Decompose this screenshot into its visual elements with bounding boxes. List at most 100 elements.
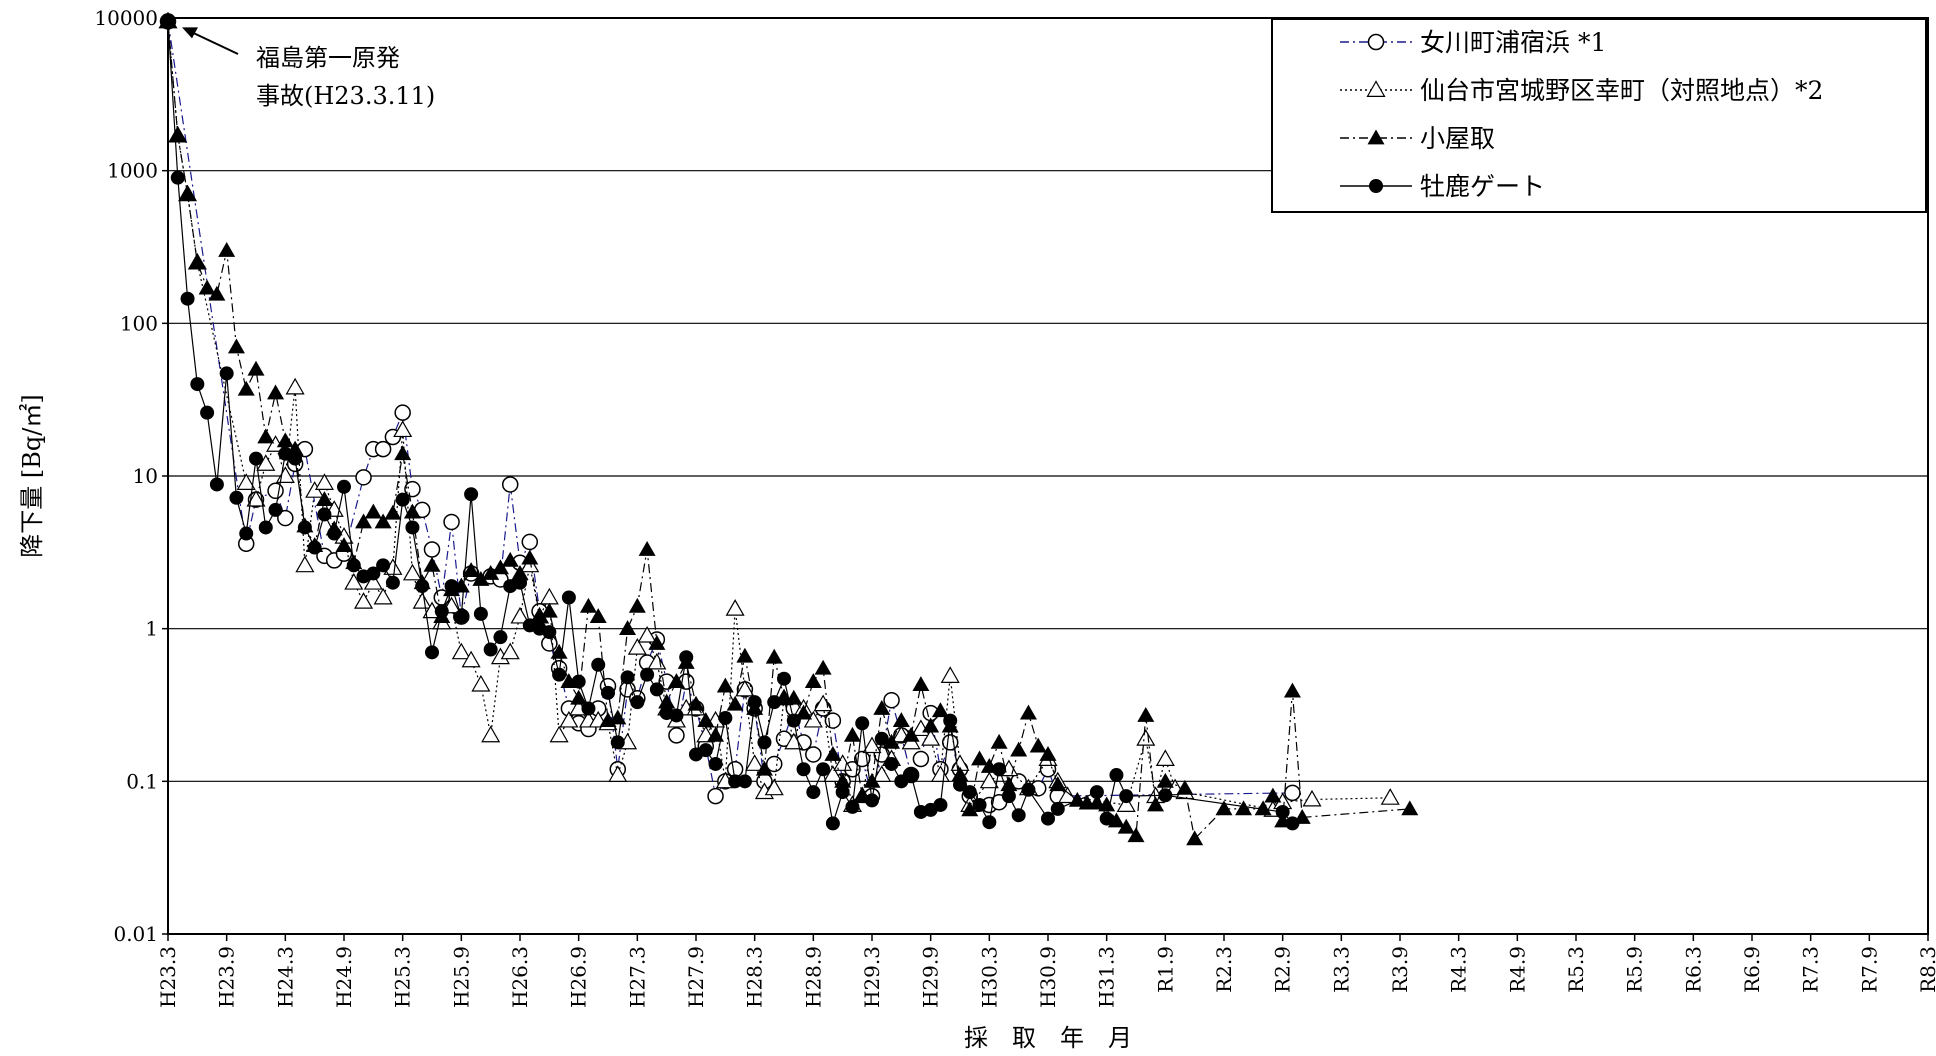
x-tick-label: H29.3 [860, 946, 884, 1008]
data-point [539, 587, 559, 605]
data-point [472, 570, 490, 586]
data-point [247, 360, 265, 376]
data-point [940, 666, 960, 683]
data-point [971, 750, 989, 766]
data-point [180, 291, 195, 306]
data-point [845, 799, 860, 814]
data-point [307, 540, 322, 555]
data-point [451, 642, 471, 660]
data-point [765, 648, 783, 664]
annotation-line-1: 福島第一原発 [256, 44, 400, 72]
annotation-arrow [189, 30, 239, 55]
data-point [953, 777, 967, 792]
data-point [804, 673, 822, 688]
data-point [443, 513, 460, 531]
data-point [904, 768, 919, 783]
annotation-line-2: 事故(H23.3.11) [256, 82, 435, 110]
data-point [249, 451, 263, 466]
data-point [1369, 179, 1383, 193]
data-point [425, 645, 439, 660]
annotation-arrowhead [182, 27, 198, 39]
data-point [161, 14, 175, 29]
data-point [630, 695, 645, 710]
x-tick-label: H30.3 [977, 946, 1001, 1008]
data-point [1137, 706, 1155, 722]
data-point [718, 710, 733, 725]
y-tick-label: 0.1 [126, 769, 158, 793]
data-point [501, 551, 519, 567]
series [159, 12, 1419, 846]
data-point [236, 473, 256, 490]
data-point [825, 816, 840, 831]
data-point [337, 479, 351, 494]
x-tick-label: H23.9 [215, 946, 239, 1008]
data-point [1029, 737, 1047, 753]
data-point [1109, 768, 1124, 783]
x-tick-label: R4.9 [1505, 946, 1529, 993]
y-tick-label: 100 [120, 311, 158, 335]
data-point [608, 765, 628, 782]
x-tick-label: R5.9 [1623, 946, 1647, 993]
data-point [237, 380, 255, 396]
data-point [277, 509, 294, 527]
data-point [376, 558, 391, 573]
data-point [716, 677, 734, 693]
x-tick-label: H26.3 [508, 946, 532, 1008]
data-point [637, 625, 657, 643]
data-point [1039, 745, 1057, 761]
data-point [823, 765, 843, 782]
data-point [757, 735, 772, 750]
legend-label: 女川町浦宿浜 *1 [1420, 28, 1606, 57]
data-point [170, 170, 185, 185]
data-point [805, 746, 822, 763]
data-point [239, 526, 254, 541]
data-point [1049, 776, 1067, 792]
data-point [735, 679, 755, 697]
data-point [444, 579, 459, 594]
data-point [288, 451, 303, 466]
data-point [395, 492, 410, 507]
data-point [346, 558, 361, 573]
data-point [764, 778, 784, 796]
data-point [1158, 788, 1173, 803]
data-point [816, 762, 831, 777]
x-tick-label: H24.9 [332, 946, 356, 1008]
data-point [531, 608, 549, 623]
data-point [510, 606, 530, 624]
data-point [1302, 789, 1322, 807]
data-point [806, 785, 821, 800]
x-tick-label: R2.9 [1271, 946, 1295, 993]
x-tick-label: R7.9 [1857, 946, 1881, 993]
data-point [649, 682, 664, 697]
data-point [796, 762, 811, 777]
data-point [373, 587, 393, 605]
data-point [745, 754, 765, 771]
data-point [394, 445, 412, 461]
data-point [1156, 772, 1174, 788]
data-point [1099, 811, 1114, 826]
data-point [902, 726, 920, 742]
data-point [726, 695, 744, 711]
x-tick-label: H31.3 [1095, 946, 1119, 1008]
x-axis-label: 採 取 年 月 [964, 1024, 1132, 1052]
data-point [1119, 789, 1134, 804]
data-point [1001, 789, 1016, 804]
data-point [728, 774, 743, 789]
data-point [1401, 800, 1419, 816]
x-tick-label: R8.3 [1916, 946, 1936, 993]
data-point [912, 750, 930, 768]
x-tick-label: R3.3 [1329, 946, 1353, 993]
data-point [707, 787, 724, 805]
x-tick-label: H25.9 [449, 946, 473, 1008]
data-point [1068, 791, 1086, 807]
data-point [931, 702, 949, 718]
annotation: 福島第一原発 事故(H23.3.11) [182, 27, 435, 110]
data-point [257, 428, 275, 444]
x-tick-label: H27.3 [625, 946, 649, 1008]
data-point [1127, 827, 1145, 843]
data-point [501, 476, 519, 493]
data-point [874, 731, 889, 746]
data-point [865, 793, 879, 808]
data-point [402, 563, 422, 581]
